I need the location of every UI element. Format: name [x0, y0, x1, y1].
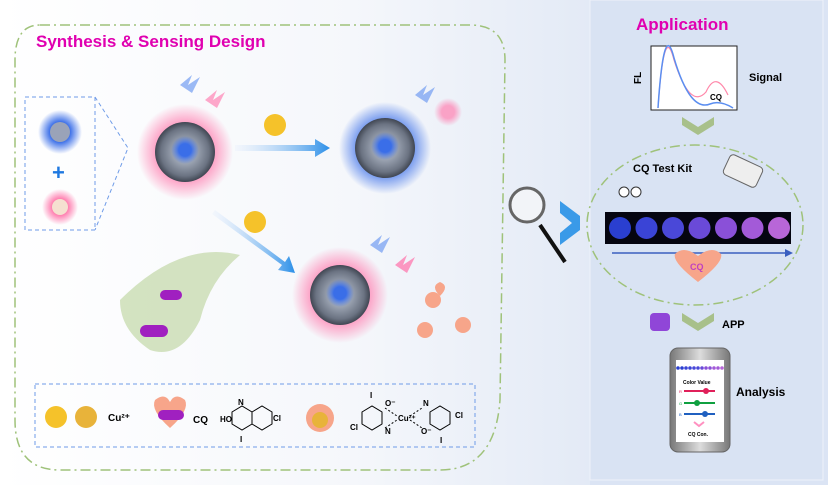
phone-well [680, 366, 684, 370]
phone-well [712, 366, 716, 370]
pink-lightning-icon [205, 90, 225, 108]
magnifier-icon [508, 186, 567, 264]
test-well [609, 217, 631, 239]
cu-quenched-probe [339, 102, 431, 194]
down-chevron-icon [682, 117, 714, 135]
down-chevron-icon-2 [682, 313, 714, 331]
signal-label: Signal [749, 72, 782, 84]
complex-cu: Cu²⁺ [398, 414, 416, 423]
cq-ho: HO [220, 415, 232, 424]
complex-o1: O⁻ [385, 399, 395, 408]
legend-cq-label: CQ [193, 415, 208, 426]
app-label: APP [722, 319, 745, 331]
cq-peak-label: CQ [710, 93, 722, 102]
legend-happy-emoji-icon [45, 406, 67, 428]
complex-i2: I [440, 436, 442, 445]
phone-well [708, 366, 712, 370]
phone-well [692, 366, 696, 370]
test-well [768, 217, 790, 239]
test-well [741, 217, 764, 239]
nanoprobe [137, 104, 233, 200]
slider-r-label: R [679, 389, 682, 394]
fl-axis-label: FL [633, 72, 644, 84]
cq-n: N [238, 398, 244, 407]
pink-signal-off [434, 98, 462, 126]
cq-recovered-probe [292, 247, 388, 343]
phone-well [688, 366, 692, 370]
complex-i1: I [370, 391, 372, 400]
phone-well [704, 366, 708, 370]
arrow-to-cu-probe [235, 139, 330, 157]
cq-pill-icon [140, 325, 168, 337]
legend-cu-label: Cu²⁺ [108, 413, 130, 424]
complex-o2: O⁻ [421, 427, 431, 436]
test-well [715, 217, 737, 239]
plus-icon: + [52, 160, 65, 185]
blue-spectrum-line [657, 45, 734, 109]
cu-cq-complex-structure [361, 405, 451, 431]
precursor-box [24, 96, 96, 231]
complex-n1: N [385, 427, 391, 436]
happy-emoji-icon-2 [244, 211, 266, 233]
test-kit-label: CQ Test Kit [633, 163, 692, 175]
slider-b-label: B [679, 412, 682, 417]
complex-cl1: Cl [350, 423, 358, 432]
cq-heart-icon [674, 249, 722, 282]
analysis-label: Analysis [736, 385, 786, 399]
blue-lightning-icon [180, 75, 200, 93]
eyes-icon [618, 186, 630, 198]
happy-emoji-icon [264, 114, 286, 136]
test-well [635, 217, 658, 239]
legend-pill-icon [158, 410, 184, 420]
cq-cu-complex-hearts [417, 282, 471, 338]
cq-cl: Cl [273, 414, 281, 423]
cq-i: I [240, 435, 242, 444]
legend-bandaged-emoji-icon [75, 406, 97, 428]
arrow-to-cq-probe [212, 210, 295, 273]
test-kit-frame [586, 144, 804, 306]
phone-well [684, 366, 688, 370]
phone-well [720, 366, 724, 370]
complex-n2: N [423, 399, 429, 408]
chevron-right-icon [560, 201, 580, 245]
left-background [0, 0, 590, 485]
slider-g-label: G [679, 401, 682, 406]
legend-box [34, 383, 476, 448]
application-title: Application [636, 15, 729, 34]
synthesis-title: Synthesis & Sensing Design [36, 32, 266, 51]
cq-con-label: CQ Con. [688, 432, 709, 438]
android-icon [650, 313, 670, 331]
phone-well [696, 366, 700, 370]
color-value-label: Color Value [683, 380, 711, 386]
phone-well [676, 366, 680, 370]
phone-down-icon [693, 421, 705, 428]
complex-cl2: Cl [455, 411, 463, 420]
test-well [662, 217, 684, 239]
test-kit-wells [609, 217, 790, 239]
synthesis-frame [14, 24, 506, 471]
test-well [688, 217, 711, 239]
cq-heart-label: CQ [690, 262, 704, 272]
phone-well [700, 366, 704, 370]
phone-well [716, 366, 720, 370]
smartphone-camera-icon [722, 154, 764, 188]
cq-structure [231, 405, 273, 431]
